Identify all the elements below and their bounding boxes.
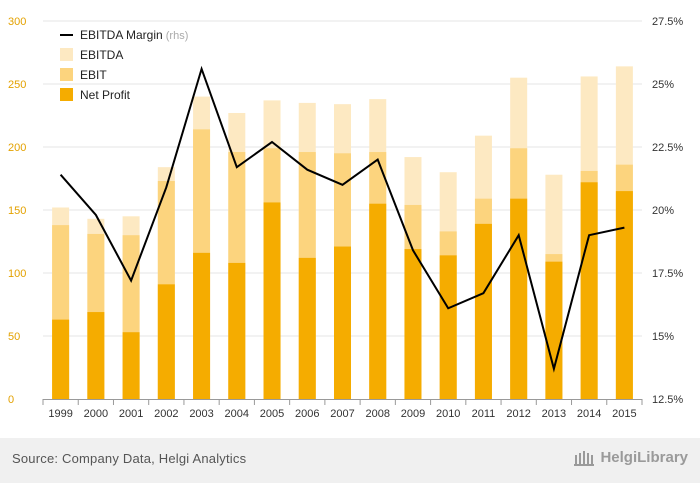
bar-net-profit bbox=[52, 319, 70, 399]
y2-tick-label: 15% bbox=[652, 331, 674, 343]
legend-label: EBITDA Margin (rhs) bbox=[80, 28, 188, 42]
bar-net-profit bbox=[157, 284, 175, 399]
bar-net-profit bbox=[122, 332, 140, 399]
x-tick-label: 2010 bbox=[436, 408, 460, 420]
x-tick-label: 2003 bbox=[189, 408, 213, 420]
bar-net-profit bbox=[615, 191, 633, 399]
y-tick-label: 150 bbox=[8, 205, 26, 217]
chart: 0 12.5% 50 15% 100 17.5% 150 20% 200 22.5% 250 25% 3… bbox=[8, 16, 683, 420]
bar-net-profit bbox=[369, 203, 387, 399]
y-tick-label: 250 bbox=[8, 79, 26, 91]
footer: Source: Company Data, Helgi Analytics He… bbox=[0, 438, 700, 483]
legend-box-symbol bbox=[60, 68, 73, 81]
bar-net-profit bbox=[193, 252, 211, 399]
y-tick-label: 0 bbox=[8, 394, 14, 406]
y2-tick-label: 22.5% bbox=[652, 142, 683, 154]
x-tick-label: 2015 bbox=[612, 408, 636, 420]
x-tick-label: 2004 bbox=[225, 408, 249, 420]
bar-net-profit bbox=[87, 312, 105, 399]
y2-tick-label: 25% bbox=[652, 79, 674, 91]
x-tick-label: 2012 bbox=[506, 408, 530, 420]
legend-label: EBITDA bbox=[80, 48, 123, 62]
legend-box-symbol bbox=[60, 88, 73, 101]
bar-net-profit bbox=[545, 261, 563, 399]
bar-net-profit bbox=[580, 182, 598, 399]
x-tick-label: 2013 bbox=[542, 408, 566, 420]
helgi-library-logo[interactable]: HelgiLibrary bbox=[574, 448, 688, 466]
x-tick-label: 2008 bbox=[365, 408, 389, 420]
source-note: Source: Company Data, Helgi Analytics bbox=[12, 451, 247, 466]
bar-net-profit bbox=[510, 198, 528, 399]
y-tick-label: 300 bbox=[8, 16, 26, 28]
x-tick-label: 2014 bbox=[577, 408, 601, 420]
y2-tick-label: 20% bbox=[652, 205, 674, 217]
logo-text: HelgiLibrary bbox=[600, 448, 688, 466]
legend-box-symbol bbox=[60, 48, 73, 61]
bar-net-profit bbox=[474, 223, 492, 399]
line-ebitda-margin bbox=[59, 65, 625, 373]
x-tick-label: 2007 bbox=[330, 408, 354, 420]
bar-net-profit bbox=[298, 257, 316, 399]
bar-net-profit bbox=[439, 255, 457, 399]
bar-net-profit bbox=[228, 262, 246, 399]
y2-tick-label: 27.5% bbox=[652, 16, 683, 28]
x-tick-label: 2000 bbox=[84, 408, 108, 420]
bar-net-profit bbox=[334, 246, 351, 399]
y-tick-label: 200 bbox=[8, 142, 26, 154]
x-tick-label: 1999 bbox=[48, 408, 72, 420]
legend-label: Net Profit bbox=[80, 88, 131, 102]
library-icon bbox=[574, 451, 595, 466]
y-tick-label: 50 bbox=[8, 331, 20, 343]
legend-rhs-note: (rhs) bbox=[163, 30, 189, 42]
y2-tick-label: 12.5% bbox=[652, 394, 683, 406]
x-tick-label: 2006 bbox=[295, 408, 319, 420]
y-tick-label: 100 bbox=[8, 268, 26, 280]
x-tick-label: 2001 bbox=[119, 408, 143, 420]
bar-net-profit bbox=[263, 202, 281, 399]
y2-tick-label: 17.5% bbox=[652, 268, 683, 280]
x-tick-label: 2011 bbox=[472, 408, 496, 420]
x-tick-label: 2002 bbox=[154, 408, 178, 420]
x-tick-label: 2009 bbox=[401, 408, 425, 420]
legend-label: EBIT bbox=[80, 68, 107, 82]
bar-net-profit bbox=[404, 249, 422, 399]
x-tick-label: 2005 bbox=[260, 408, 284, 420]
